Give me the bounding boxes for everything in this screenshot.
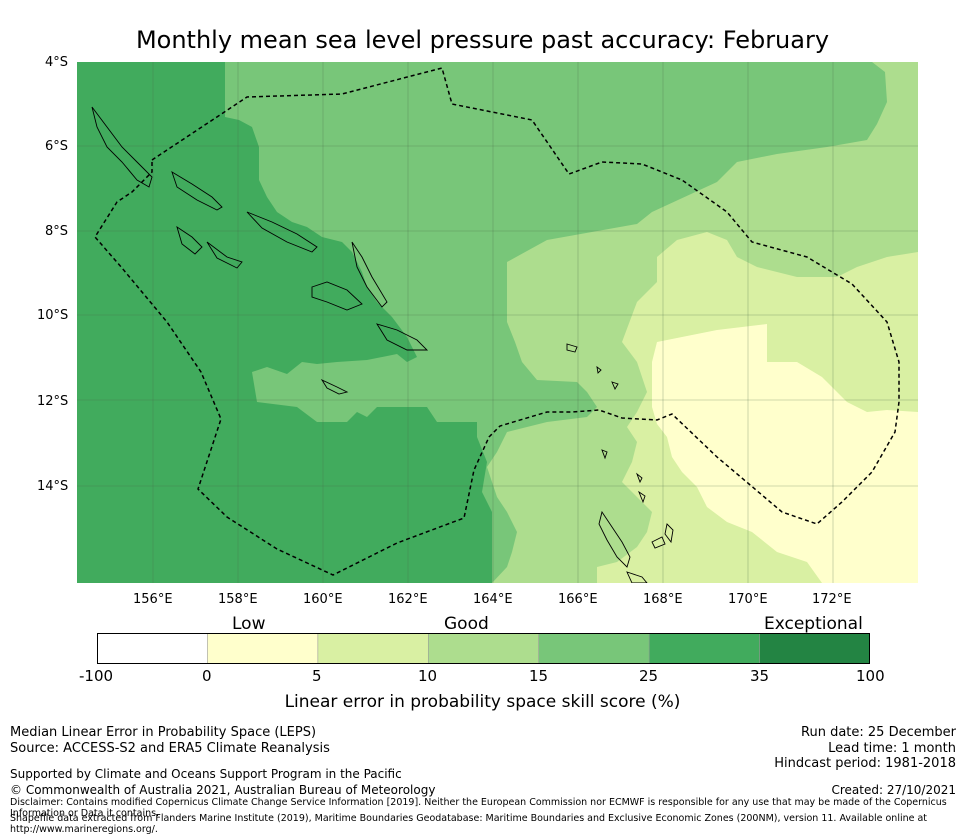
colorbar-label: Linear error in probability space skill … (284, 692, 681, 712)
lat-label: 10°S (37, 308, 69, 323)
colorbar-cell (538, 633, 650, 664)
lat-label: 4°S (45, 55, 69, 70)
cb-tick: 35 (750, 667, 770, 685)
colorbar-cell (759, 633, 870, 664)
coastlines (91, 106, 674, 583)
lon-label: 166°E (558, 592, 598, 607)
category-good: Good (444, 614, 489, 634)
cb-tick: 15 (529, 667, 549, 685)
category-exceptional: Exceptional (764, 614, 863, 634)
cb-tick: 5 (312, 667, 322, 685)
colorbar-border (97, 633, 870, 664)
chart-title: Monthly mean sea level pressure past acc… (135, 26, 830, 54)
lon-label: 162°E (388, 592, 428, 607)
colorbar (97, 633, 870, 664)
lon-label: 160°E (303, 592, 343, 607)
colorbar-cell (427, 633, 540, 664)
cb-tick: 10 (418, 667, 438, 685)
lon-label: 158°E (218, 592, 258, 607)
run-date: Run date: 25 December (801, 725, 956, 740)
colorbar-cell (97, 633, 209, 664)
leps-line: Median Linear Error in Probability Space… (10, 725, 317, 740)
colorbar-cell (207, 633, 319, 664)
lon-label: 164°E (473, 592, 513, 607)
lon-label: 172°E (812, 592, 852, 607)
lat-label: 12°S (37, 394, 69, 409)
hindcast-period: Hindcast period: 1981-2018 (774, 756, 956, 771)
source-line: Source: ACCESS-S2 and ERA5 Climate Reana… (10, 741, 330, 756)
disclaimer-2: Shapefile data extracted from Flanders M… (10, 813, 928, 835)
disclaimer-1: Disclaimer: Contains modified Copernicus… (10, 797, 947, 819)
cb-tick: 25 (639, 667, 659, 685)
lon-label: 156°E (133, 592, 173, 607)
gridlines (77, 62, 918, 583)
category-low: Low (232, 614, 266, 634)
cb-tick: 0 (202, 667, 212, 685)
colorbar-cell (648, 633, 761, 664)
lead-time: Lead time: 1 month (828, 741, 956, 756)
cb-tick: 100 (856, 667, 885, 685)
lat-label: 14°S (37, 479, 69, 494)
copyright-line: © Commonwealth of Australia 2021, Austra… (10, 783, 436, 797)
cb-tick: -100 (79, 667, 114, 685)
skill-map (77, 62, 918, 583)
zone-0-5 (652, 324, 918, 583)
created-date: Created: 27/10/2021 (831, 783, 956, 797)
lon-label: 168°E (643, 592, 683, 607)
lon-label: 170°E (728, 592, 768, 607)
colorbar-cell (317, 633, 430, 664)
support-line: Supported by Climate and Oceans Support … (10, 767, 402, 781)
lat-label: 8°S (45, 224, 69, 239)
lat-label: 6°S (45, 139, 69, 154)
